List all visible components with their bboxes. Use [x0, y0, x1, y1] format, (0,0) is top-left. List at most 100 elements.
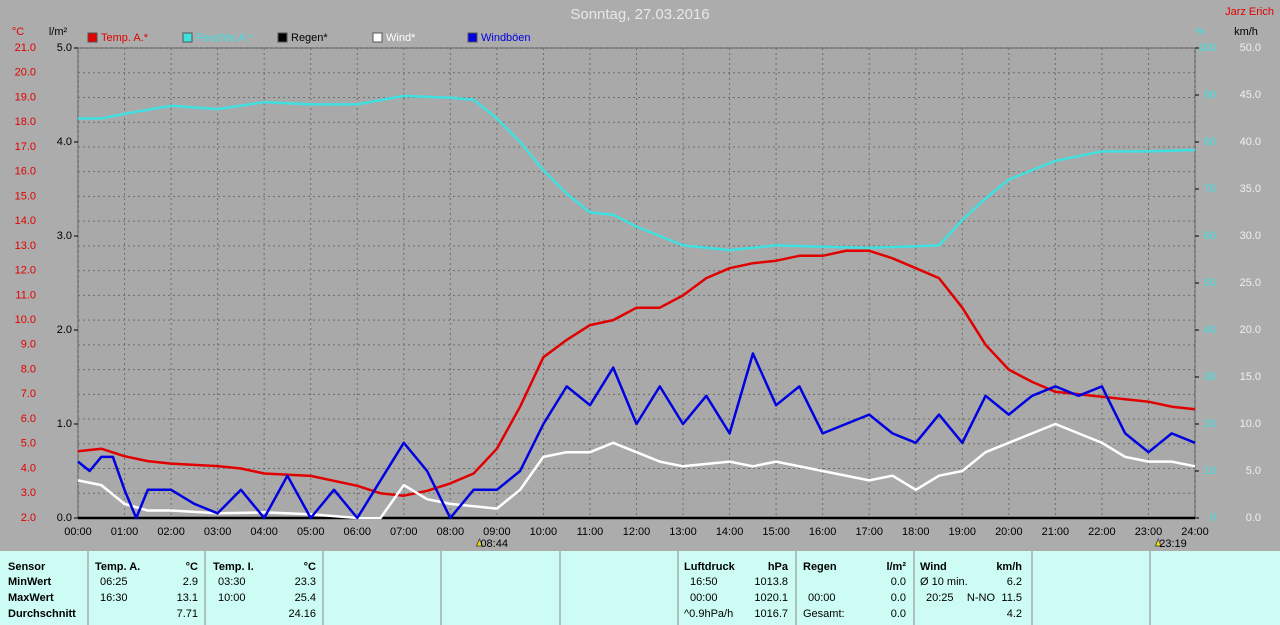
legend-swatch: [277, 32, 288, 43]
table-header: Wind: [920, 561, 947, 573]
cell: 13.1: [177, 592, 198, 604]
cell: 11.5: [1001, 592, 1022, 604]
row-label: MaxWert: [8, 592, 54, 604]
cell: 0.0: [891, 576, 906, 588]
table-background: [0, 551, 1280, 625]
cell: 16:50: [690, 576, 718, 588]
y2-tick-label: 70: [1204, 183, 1216, 195]
y4-tick-label: 40.0: [1240, 136, 1261, 148]
y2-tick-label: 50: [1204, 277, 1216, 289]
y-tick-label: 12.0: [15, 265, 36, 277]
y2-tick-label: 60: [1204, 230, 1216, 242]
x-tick-label: 11:00: [577, 526, 604, 538]
y3-tick-label: 3.0: [57, 230, 72, 242]
x-tick-label: 23:00: [1135, 526, 1163, 538]
y4-tick-label: 0.0: [1246, 512, 1261, 524]
y-unit: °C: [12, 26, 24, 38]
cell: 00:00: [690, 592, 718, 604]
y-tick-label: 11.0: [15, 289, 36, 301]
table-header: Sensor: [8, 561, 46, 573]
y-tick-label: 16.0: [15, 166, 36, 178]
x-tick-label: 20:00: [995, 526, 1023, 538]
y-tick-label: 19.0: [15, 91, 36, 103]
x-tick-label: 13:00: [669, 526, 697, 538]
x-tick-label: 12:00: [623, 526, 651, 538]
cell: 16:30: [100, 592, 128, 604]
legend-label: Regen*: [291, 32, 328, 44]
x-tick-label: 08:00: [437, 526, 465, 538]
annotation: 08:44: [480, 538, 508, 550]
cell: 2.9: [183, 576, 198, 588]
x-tick-label: 14:00: [716, 526, 744, 538]
table-unit: km/h: [996, 561, 1022, 573]
y2-tick-label: 20: [1204, 418, 1216, 430]
plot: 00:00 01:00 02:00 03:00 04:00 05:00 06:00 07:00…: [15, 32, 1261, 550]
legend-swatch: [467, 32, 478, 43]
table-unit: °C: [304, 561, 316, 573]
x-tick-label: 05:00: [297, 526, 325, 538]
cell: 1013.8: [754, 576, 788, 588]
y-tick-label: 15.0: [15, 190, 36, 202]
y2-unit: %: [1195, 26, 1205, 38]
table-header: Temp. I.: [213, 561, 254, 573]
cell: 06:25: [100, 576, 128, 588]
y-tick-label: 10.0: [15, 314, 36, 326]
x-tick-label: 16:00: [809, 526, 837, 538]
cell: 4.2: [1007, 608, 1022, 620]
cell: N-NO: [967, 592, 996, 604]
cell: Ø 10 min.: [920, 576, 968, 588]
y-tick-label: 7.0: [21, 388, 36, 400]
table-header: Luftdruck: [684, 561, 736, 573]
series-line: [77, 352, 1196, 520]
y4-tick-label: 20.0: [1240, 324, 1261, 336]
y3-tick-label: 2.0: [57, 324, 72, 336]
cell: 0.0: [891, 592, 906, 604]
y4-tick-label: 25.0: [1240, 277, 1261, 289]
y4-tick-label: 50.0: [1240, 42, 1261, 54]
x-tick-label: 19:00: [949, 526, 977, 538]
legend-swatch: [372, 32, 383, 43]
y4-unit: km/h: [1234, 26, 1258, 38]
y-tick-label: 14.0: [15, 215, 36, 227]
y-tick-label: 4.0: [21, 462, 36, 474]
y4-tick-label: 30.0: [1240, 230, 1261, 242]
x-tick-label: 00:00: [64, 526, 92, 538]
cell: ^0.9hPa/h: [684, 608, 733, 620]
table-unit: hPa: [768, 561, 789, 573]
sun-icon: [1154, 537, 1162, 547]
x-tick-label: 07:00: [390, 526, 418, 538]
sun-icon: [475, 537, 484, 547]
y-tick-label: 2.0: [21, 512, 36, 524]
cell: 24.16: [288, 608, 316, 620]
y-tick-label: 20.0: [15, 67, 36, 79]
cell: 10:00: [218, 592, 246, 604]
y-tick-label: 13.0: [15, 240, 36, 252]
y-tick-label: 8.0: [21, 363, 36, 375]
x-tick-label: 15:00: [762, 526, 790, 538]
table-header: Regen: [803, 561, 837, 573]
legend-label: Windböen: [481, 32, 531, 44]
cell: Gesamt:: [803, 608, 845, 620]
x-tick-label: 22:00: [1088, 526, 1116, 538]
legend-swatch: [182, 32, 193, 43]
annotation: 23:19: [1159, 538, 1187, 550]
y2-tick-label: 30: [1204, 371, 1216, 383]
stats-table: Sensor MinWert MaxWert Durchschnitt Temp…: [0, 551, 1280, 625]
x-tick-label: 06:00: [343, 526, 371, 538]
x-tick-label: 03:00: [204, 526, 232, 538]
cell: 25.4: [295, 592, 316, 604]
series-line: [78, 94, 1196, 252]
x-tick-label: 18:00: [902, 526, 930, 538]
y4-tick-label: 10.0: [1240, 418, 1261, 430]
x-tick-label: 02:00: [157, 526, 185, 538]
y4-tick-label: 15.0: [1240, 371, 1261, 383]
y2-tick-label: 10: [1204, 465, 1216, 477]
y-tick-label: 21.0: [15, 42, 36, 54]
x-tick-label: 10:00: [530, 526, 558, 538]
y-tick-label: 9.0: [21, 339, 36, 351]
y2-tick-label: 0: [1210, 512, 1216, 524]
cell: 23.3: [295, 576, 316, 588]
row-label: MinWert: [8, 576, 52, 588]
table-dividers: [87, 551, 1151, 625]
